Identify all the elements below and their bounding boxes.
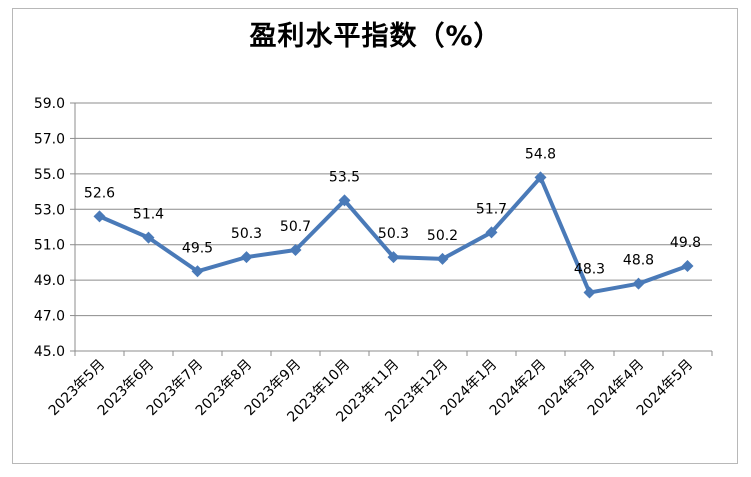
data-point bbox=[485, 226, 498, 239]
data-label: 53.5 bbox=[329, 169, 360, 185]
data-label: 49.5 bbox=[182, 240, 213, 256]
data-label: 54.8 bbox=[525, 146, 556, 162]
data-label: 52.6 bbox=[84, 185, 115, 201]
data-point bbox=[387, 251, 400, 264]
data-label: 50.3 bbox=[378, 226, 409, 242]
data-label: 51.4 bbox=[133, 207, 164, 223]
data-label: 50.2 bbox=[427, 228, 458, 244]
data-label: 48.3 bbox=[574, 262, 605, 278]
y-tick-label: 55.0 bbox=[34, 167, 65, 183]
data-label: 50.3 bbox=[231, 226, 262, 242]
y-tick-label: 53.0 bbox=[34, 202, 65, 218]
y-tick-label: 59.0 bbox=[34, 96, 65, 112]
y-tick-label: 49.0 bbox=[34, 273, 65, 289]
data-point bbox=[681, 259, 694, 272]
data-point bbox=[436, 252, 449, 265]
data-label: 49.8 bbox=[670, 235, 701, 251]
data-label: 51.7 bbox=[476, 201, 507, 217]
data-label: 50.7 bbox=[280, 219, 311, 235]
data-point bbox=[289, 244, 302, 257]
y-tick-label: 57.0 bbox=[34, 131, 65, 147]
data-point bbox=[93, 210, 106, 223]
data-label: 48.8 bbox=[623, 253, 654, 269]
data-point bbox=[583, 286, 596, 299]
y-tick-label: 45.0 bbox=[34, 344, 65, 360]
data-point bbox=[632, 277, 645, 290]
data-point bbox=[534, 171, 547, 184]
data-point bbox=[142, 231, 155, 244]
data-point bbox=[338, 194, 351, 207]
chart-title: 盈利水平指数（%） bbox=[249, 21, 502, 52]
data-point bbox=[240, 251, 253, 264]
data-point bbox=[191, 265, 204, 278]
y-tick-label: 47.0 bbox=[34, 309, 65, 325]
y-tick-label: 51.0 bbox=[34, 238, 65, 254]
